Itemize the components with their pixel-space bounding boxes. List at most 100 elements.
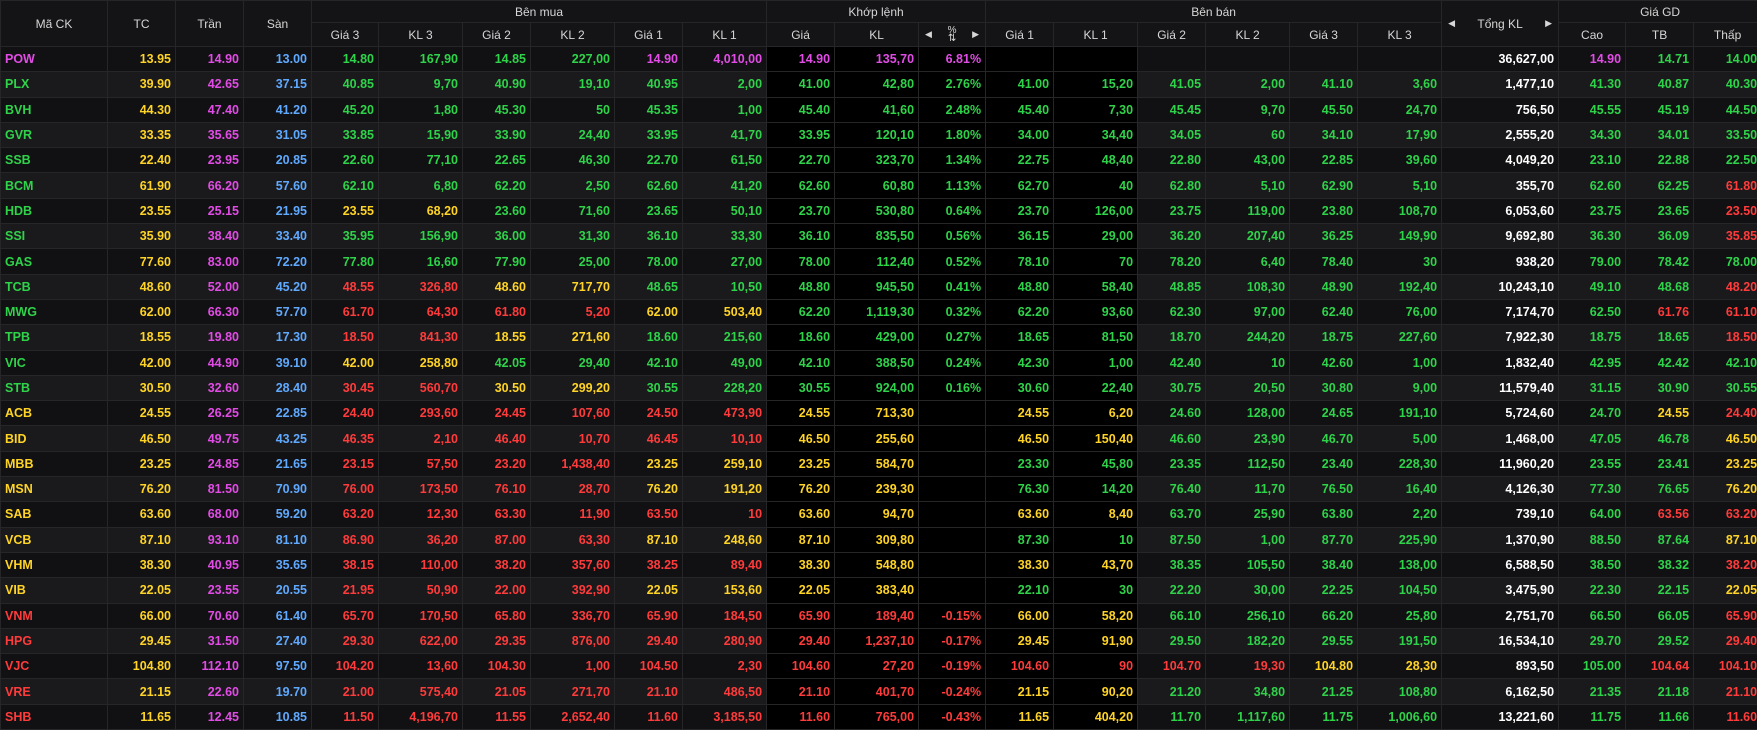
buy-price1-cell: 14.90 — [614, 45, 683, 73]
buy-price2-cell: 48.60 — [462, 273, 531, 300]
col-symbol[interactable]: Mã CK — [0, 0, 108, 47]
table-row[interactable]: MSN 76.20 81.50 70.90 76.00 173,50 76.10 28,70 7… — [0, 476, 1757, 503]
symbol-cell[interactable]: SSI — [0, 223, 108, 250]
symbol-cell[interactable]: VNM — [0, 602, 108, 629]
buy-vol3-cell: 841,30 — [378, 324, 463, 351]
sell-vol2-cell: 43,00 — [1205, 147, 1291, 174]
buy-vol2-cell: 2,652,40 — [530, 703, 615, 730]
match-change-cell: 0.52% — [918, 248, 987, 275]
table-row[interactable]: STB 30.50 32.60 28.40 30.45 560,70 30.50 299,20… — [0, 374, 1757, 402]
col-ref[interactable]: TC — [107, 0, 176, 47]
symbol-cell[interactable]: SAB — [0, 501, 108, 528]
table-row[interactable]: VIC 42.00 44.90 39.10 42.00 258,80 42.05 29,40 4… — [0, 349, 1757, 376]
table-row[interactable]: VRE 21.15 22.60 19.70 21.00 575,40 21.05 271,70… — [0, 678, 1757, 705]
symbol-cell[interactable]: VIC — [0, 349, 108, 376]
symbol-cell[interactable]: POW — [0, 45, 108, 73]
table-row[interactable]: VNM 66.00 70.60 61.40 65.70 170,50 65.80 336,70… — [0, 602, 1757, 629]
symbol-cell[interactable]: GVR — [0, 121, 108, 149]
table-row[interactable]: HDB 23.55 25.15 21.95 23.55 68,20 23.60 71,60 23… — [0, 197, 1757, 225]
symbol-cell[interactable]: VHM — [0, 551, 108, 579]
ceil-cell: 93.10 — [175, 526, 244, 553]
symbol-cell[interactable]: SSB — [0, 147, 108, 174]
col-sell-vol3[interactable]: KL 3 — [1357, 22, 1443, 47]
caret-left-icon[interactable]: ◀ — [1448, 18, 1455, 28]
caret-right-icon[interactable]: ▶ — [972, 29, 980, 39]
sort-icon[interactable]: % ⇅ — [947, 24, 957, 44]
symbol-cell[interactable]: BCM — [0, 172, 108, 199]
col-avg[interactable]: TB — [1625, 22, 1695, 47]
symbol-cell[interactable]: GAS — [0, 248, 108, 275]
col-buy-vol1[interactable]: KL 1 — [681, 22, 768, 47]
low-cell: 40.30 — [1693, 71, 1757, 98]
symbol-cell[interactable]: VJC — [0, 653, 108, 680]
table-row[interactable]: GAS 77.60 83.00 72.20 77.80 16,60 77.90 25,00 78… — [0, 248, 1757, 275]
table-row[interactable]: BID 46.50 49.75 43.25 46.35 2,10 46.40 10,70 46.… — [0, 425, 1757, 452]
col-buy-price3[interactable]: Giá 3 — [311, 22, 379, 47]
symbol-cell[interactable]: BID — [0, 425, 108, 452]
col-buy-price1[interactable]: Giá 1 — [614, 22, 683, 47]
symbol-cell[interactable]: SHB — [0, 703, 108, 730]
col-match-vol[interactable]: KL — [834, 22, 920, 47]
table-row[interactable]: SAB 63.60 68.00 59.20 63.20 12,30 63.30 11,90 63… — [0, 501, 1757, 528]
buy-price3-cell: 24.40 — [311, 400, 379, 427]
table-row[interactable]: VCB 87.10 93.10 81.10 86.90 36,20 87.00 63,30 87… — [0, 526, 1757, 553]
col-ceil[interactable]: Trần — [175, 0, 244, 47]
table-row[interactable]: VIB 22.05 23.55 20.55 21.95 50,90 22.00 392,90 2… — [0, 577, 1757, 604]
sell-price1-cell: 63.60 — [985, 501, 1055, 528]
symbol-cell[interactable]: TPB — [0, 324, 108, 351]
table-row[interactable]: ACB 24.55 26.25 22.85 24.40 293,60 24.45 107,60… — [0, 400, 1757, 427]
symbol-cell[interactable]: MSN — [0, 476, 108, 503]
caret-left-icon[interactable]: ◀ — [925, 29, 932, 39]
sell-price2-cell: 76.40 — [1137, 476, 1207, 503]
sell-vol1-cell — [1053, 45, 1139, 73]
symbol-cell[interactable]: HDB — [0, 197, 108, 225]
table-row[interactable]: SSB 22.40 23.95 20.85 22.60 77,10 22.65 46,30 22… — [0, 147, 1757, 174]
table-row[interactable]: PLX 39.90 42.65 37.15 40.85 9,70 40.90 19,10 40.… — [0, 71, 1757, 98]
col-buy-vol3[interactable]: KL 3 — [378, 22, 463, 47]
col-sell-price2[interactable]: Giá 2 — [1137, 22, 1207, 47]
sell-vol2-cell: 128,00 — [1205, 400, 1291, 427]
table-row[interactable]: HPG 29.45 31.50 27.40 29.30 622,00 29.35 876,00… — [0, 627, 1757, 655]
symbol-cell[interactable]: MWG — [0, 298, 108, 326]
col-sell-vol2[interactable]: KL 2 — [1205, 22, 1291, 47]
table-row[interactable]: VHM 38.30 40.95 35.65 38.15 110,00 38.20 357,60… — [0, 551, 1757, 579]
symbol-cell[interactable]: PLX — [0, 71, 108, 98]
symbol-cell[interactable]: VRE — [0, 678, 108, 705]
table-row[interactable]: MWG 62.00 66.30 57.70 61.70 64,30 61.80 5,20 62.… — [0, 298, 1757, 326]
caret-right-icon[interactable]: ▶ — [1545, 18, 1553, 28]
symbol-cell[interactable]: HPG — [0, 627, 108, 655]
sell-price1-cell: 22.10 — [985, 577, 1055, 604]
symbol-cell[interactable]: BVH — [0, 96, 108, 123]
col-match-price[interactable]: Giá — [766, 22, 836, 47]
buy-price1-cell: 104.50 — [614, 653, 683, 680]
symbol-cell[interactable]: STB — [0, 374, 108, 402]
symbol-cell[interactable]: VIB — [0, 577, 108, 604]
buy-vol3-cell: 110,00 — [378, 551, 463, 579]
table-row[interactable]: BCM 61.90 66.20 57.60 62.10 6,80 62.20 2,50 62.6… — [0, 172, 1757, 199]
col-sell-price1[interactable]: Giá 1 — [985, 22, 1055, 47]
col-buy-vol2[interactable]: KL 2 — [530, 22, 615, 47]
table-row[interactable]: BVH 44.30 47.40 41.20 45.20 1,80 45.30 50 45.35 1… — [0, 96, 1757, 123]
table-row[interactable]: TCB 48.60 52.00 45.20 48.55 326,80 48.60 717,70… — [0, 273, 1757, 300]
symbol-cell[interactable]: ACB — [0, 400, 108, 427]
symbol-cell[interactable]: VCB — [0, 526, 108, 553]
table-row[interactable]: POW 13.95 14.90 13.00 14.80 167,90 14.85 227,00… — [0, 45, 1757, 73]
symbol-cell[interactable]: TCB — [0, 273, 108, 300]
sell-vol3-cell: 1,00 — [1357, 349, 1443, 376]
table-row[interactable]: SSI 35.90 38.40 33.40 35.95 156,90 36.00 31,30 3… — [0, 223, 1757, 250]
col-low[interactable]: Thấp — [1693, 22, 1757, 47]
col-high[interactable]: Cao — [1558, 22, 1627, 47]
sell-price3-cell: 66.20 — [1289, 602, 1359, 629]
table-row[interactable]: VJC 104.80 112.10 97.50 104.20 13,60 104.30 1,0… — [0, 653, 1757, 680]
col-sell-vol1[interactable]: KL 1 — [1053, 22, 1139, 47]
table-row[interactable]: SHB 11.65 12.45 10.85 11.50 4,196,70 11.55 2,65… — [0, 703, 1757, 730]
col-floor[interactable]: Sàn — [243, 0, 312, 47]
table-row[interactable]: TPB 18.55 19.80 17.30 18.50 841,30 18.55 271,60… — [0, 324, 1757, 351]
table-row[interactable]: MBB 23.25 24.85 21.65 23.15 57,50 23.20 1,438,4… — [0, 450, 1757, 478]
buy-price1-cell: 40.95 — [614, 71, 683, 98]
table-row[interactable]: GVR 33.35 35.65 31.05 33.85 15,90 33.90 24,40 33… — [0, 121, 1757, 149]
symbol-cell[interactable]: MBB — [0, 450, 108, 478]
col-buy-price2[interactable]: Giá 2 — [462, 22, 531, 47]
col-sell-price3[interactable]: Giá 3 — [1289, 22, 1359, 47]
sell-price3-cell: 46.70 — [1289, 425, 1359, 452]
